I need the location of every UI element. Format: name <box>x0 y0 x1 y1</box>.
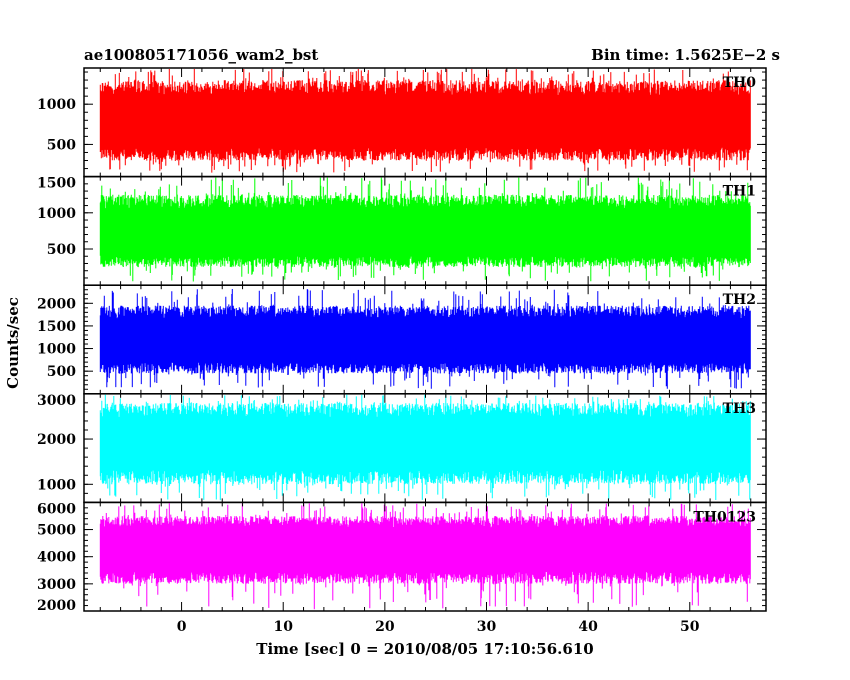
y-axis-label: Counts/sec <box>4 297 22 389</box>
y-tick-label: 6000 <box>37 501 76 517</box>
bin-time-label: Bin time: 1.5625E−2 s <box>591 46 780 64</box>
chart-title: ae100805171056_wam2_bst <box>84 46 318 64</box>
panel-label: TH0123 <box>693 509 756 525</box>
panel-label: TH2 <box>723 292 756 308</box>
x-tick-label: 0 <box>177 619 187 635</box>
panel-th0: 500 1000 TH0 <box>37 67 767 178</box>
y-tick-label: 1000 <box>37 477 76 493</box>
series-th0 <box>99 69 751 173</box>
y-tick-label: 2000 <box>37 296 76 312</box>
x-tick-label: 10 <box>273 619 293 635</box>
panel-th1: 500 1000 1500 TH1 <box>37 176 767 286</box>
series-th1 <box>99 177 751 282</box>
x-tick-label: 30 <box>477 619 497 635</box>
series-th0123 <box>99 503 751 610</box>
panel-label: TH1 <box>723 184 756 200</box>
x-tick-label: 50 <box>680 619 700 635</box>
y-tick-label: 1000 <box>37 97 76 113</box>
panel-label: TH3 <box>723 401 756 417</box>
x-tick-label: 20 <box>375 619 395 635</box>
panel-th3: 1000 2000 3000 TH3 <box>37 393 767 504</box>
y-tick-label: 500 <box>47 364 76 380</box>
x-axis-label: Time [sec] 0 = 2010/08/05 17:10:56.610 <box>256 640 593 658</box>
y-tick-label: 500 <box>47 242 76 258</box>
series-th2 <box>99 289 751 389</box>
y-tick-label: 3000 <box>37 393 76 409</box>
x-tick-label: 40 <box>578 619 598 635</box>
series-th3 <box>99 394 751 501</box>
panel-label: TH0 <box>723 75 757 91</box>
y-tick-label: 1000 <box>37 206 76 222</box>
panel-th0123: 2000 3000 4000 5000 6000 TH0123 <box>37 501 767 614</box>
y-tick-label: 3000 <box>37 577 76 593</box>
y-tick-label: 4000 <box>37 550 76 566</box>
panel-th2: 500 1000 1500 2000 TH2 <box>37 284 767 395</box>
y-tick-label: 1500 <box>37 319 76 335</box>
y-tick-label: 2000 <box>37 432 76 448</box>
y-tick-label: 2000 <box>37 598 76 614</box>
y-tick-label: 500 <box>47 137 76 153</box>
y-tick-label: 1000 <box>37 342 76 358</box>
y-tick-label: 5000 <box>37 523 76 539</box>
y-tick-label: 1500 <box>37 176 76 192</box>
